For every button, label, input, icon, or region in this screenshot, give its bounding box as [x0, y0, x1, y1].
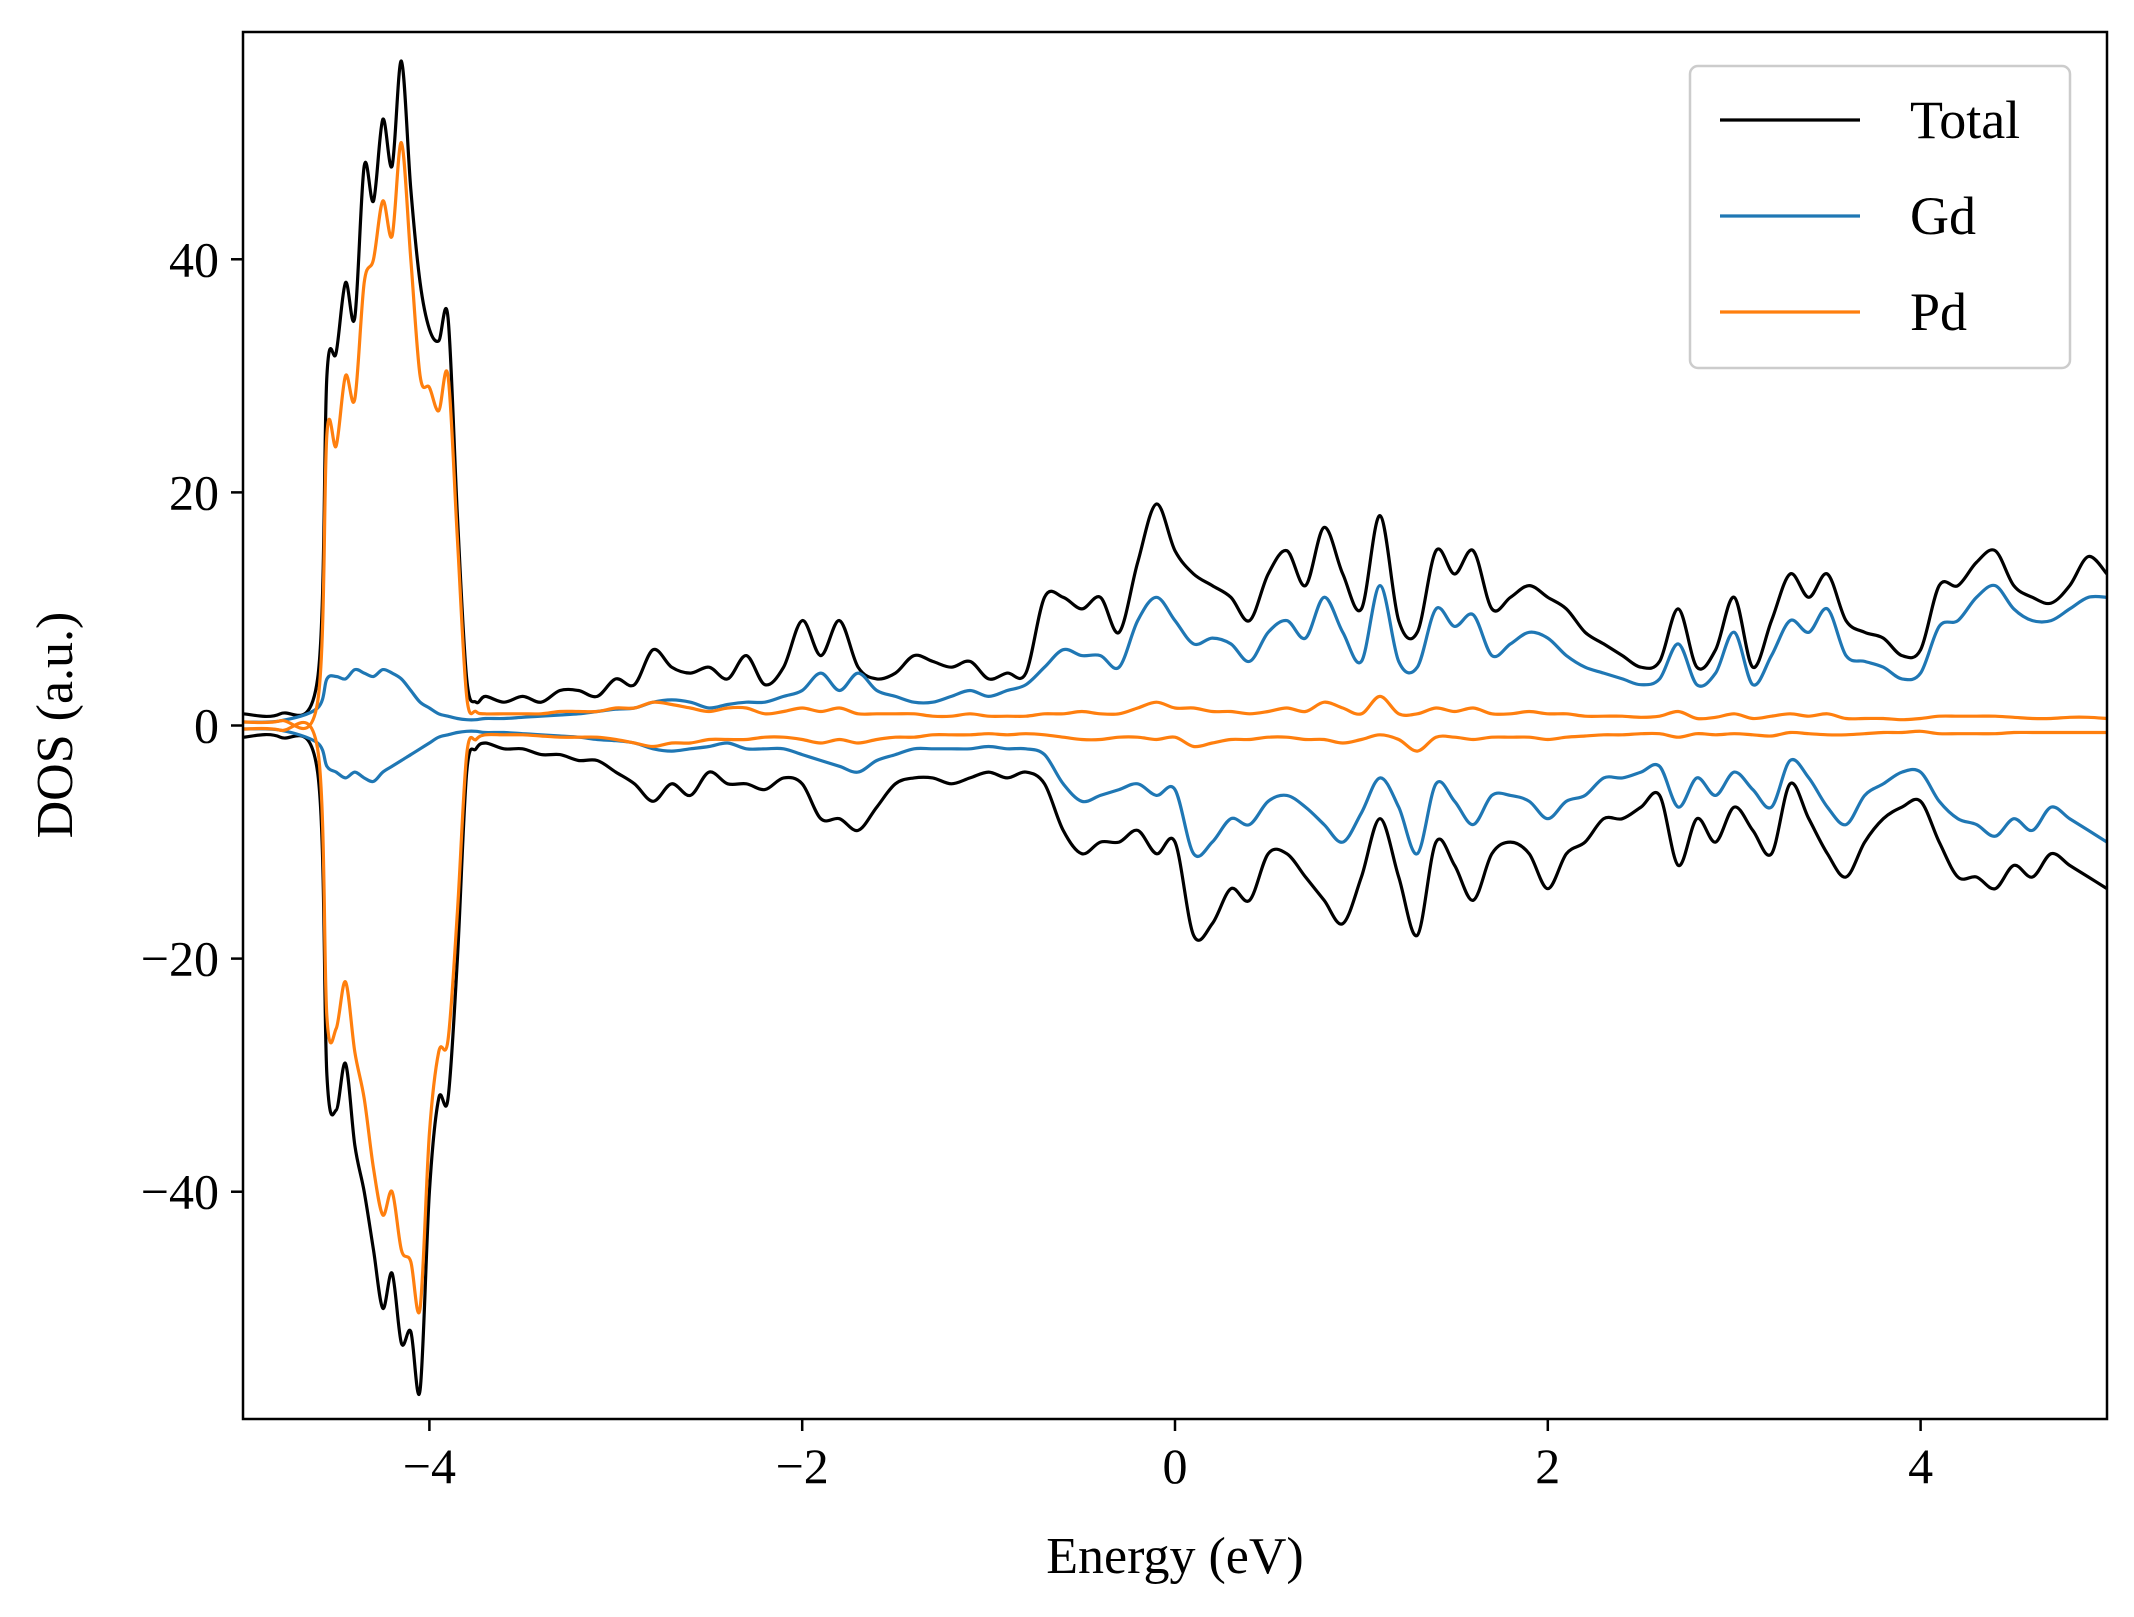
x-tick-label: −2	[776, 1438, 829, 1494]
x-axis: −4 −2 0 2 4	[403, 1419, 1933, 1494]
y-tick-label: −40	[141, 1164, 219, 1220]
series-gd-spin-up-line	[243, 583, 2107, 724]
legend: Total Gd Pd	[1688, 64, 2072, 370]
x-tick-label: −4	[403, 1438, 456, 1494]
y-tick-label: 20	[169, 464, 219, 520]
y-axis: −40 −20 0 20 40	[141, 231, 243, 1220]
y-tick-label: 40	[169, 231, 219, 287]
legend-total-label: Total	[1910, 90, 2020, 150]
series-total-spin-up-line	[243, 59, 2107, 718]
series-gd-spin-down-line	[243, 727, 2107, 858]
series-pd-spin-down-line	[243, 720, 2107, 1315]
y-axis-title: DOS (a.u.)	[27, 612, 84, 839]
legend-gd-label: Gd	[1910, 186, 1976, 246]
x-tick-label: 2	[1535, 1438, 1560, 1494]
x-axis-title: Energy (eV)	[1046, 1528, 1304, 1585]
y-tick-label: −20	[141, 931, 219, 987]
series-pd-spin-up-line	[243, 141, 2107, 731]
series-total-spin-down-line	[243, 733, 2107, 1396]
legend-pd-label: Pd	[1910, 282, 1967, 342]
x-tick-label: 0	[1163, 1438, 1188, 1494]
x-tick-label: 4	[1908, 1438, 1933, 1494]
legend-box	[1688, 64, 2072, 370]
series-layer	[243, 59, 2107, 1396]
y-tick-label: 0	[194, 698, 219, 754]
